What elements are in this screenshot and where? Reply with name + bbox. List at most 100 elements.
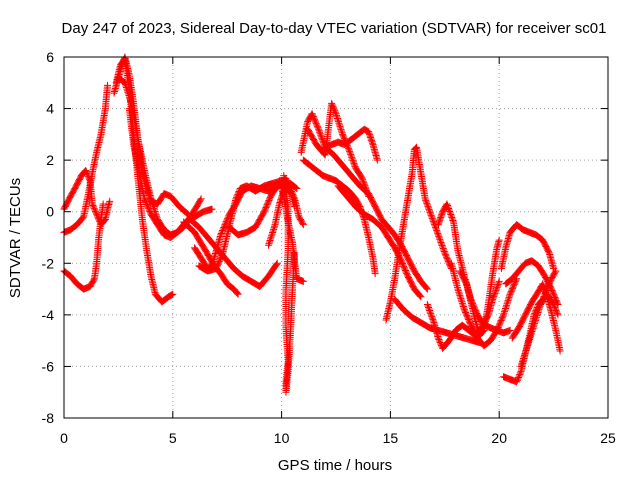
data-point [531,318,539,326]
data-point [121,80,129,88]
data-point [316,128,324,136]
data-point [446,209,454,217]
data-point [523,342,531,350]
data-point [267,235,275,243]
data-point [269,227,277,235]
data-point [169,290,177,298]
data-point [91,206,99,214]
data-point [233,289,241,297]
data-point [517,362,525,370]
data-point [232,195,240,203]
chart-title: Day 247 of 2023, Sidereal Day-to-day VTE… [62,20,607,37]
data-point [150,203,158,211]
series-sat-z [456,236,503,339]
data-point [532,316,540,324]
data-point [270,224,278,232]
data-point [333,113,341,121]
data-point [553,308,561,316]
data-point [90,276,98,284]
data-point [530,321,538,329]
y-tick-label: -4 [42,307,55,323]
data-point [125,91,133,99]
data-point [423,284,431,292]
data-point [217,229,225,237]
data-point [349,156,357,164]
series-sat-q [304,99,373,200]
data-point [315,125,323,133]
data-point [437,238,445,246]
data-point [546,278,554,286]
data-point [522,345,530,353]
data-point [552,306,560,314]
data-point [314,124,322,132]
data-point [348,153,356,161]
data-point [435,336,443,344]
data-point [519,354,527,362]
x-tick-label: 5 [169,430,177,446]
data-point [147,195,155,203]
data-point [316,130,324,138]
data-point [436,237,444,245]
data-point [127,98,135,106]
data-point [525,337,533,345]
data-point [125,93,133,101]
data-point [425,305,433,313]
data-point [504,297,512,305]
data-point [545,248,553,256]
data-point [148,198,156,206]
data-point [423,201,431,209]
data-point [489,294,497,302]
data-point [438,241,446,249]
data-point [434,231,442,239]
data-point [334,114,342,122]
series-sat-c [60,200,107,293]
data-point [440,246,448,254]
series-sat-aa [497,221,558,272]
data-point [293,185,301,193]
data-point [523,343,531,351]
x-tick-label: 0 [60,430,68,446]
data-point [454,285,462,293]
data-point [551,305,559,313]
data-point [438,240,446,248]
data-point [462,279,470,287]
data-point [544,282,552,290]
data-point [82,166,90,174]
data-point [501,306,509,314]
data-point [270,225,278,233]
data-point [520,351,528,359]
data-point [334,116,342,124]
data-point [424,204,432,212]
data-point [448,214,456,222]
data-point [518,359,526,367]
data-point [536,304,544,312]
data-point [371,270,379,278]
y-tick-label: -2 [42,255,55,271]
data-point [546,279,554,287]
data-point [545,281,553,289]
data-point [440,247,448,255]
data-point [359,177,367,185]
data-point [429,316,437,324]
data-point [459,301,467,309]
data-point [494,280,502,288]
data-point [360,179,368,187]
data-point [527,331,535,339]
data-point [435,232,443,240]
data-point [457,295,465,303]
data-point [348,155,356,163]
data-point [299,277,307,285]
data-point [447,211,455,219]
data-point [505,295,513,303]
data-point [492,285,500,293]
data-point [429,217,437,225]
data-point [89,201,97,209]
data-point [422,196,430,204]
data-point [556,347,564,355]
data-point [505,293,513,301]
series-sat-e [112,56,177,306]
data-point [182,209,190,217]
data-point [328,99,336,107]
series-sat-b [60,81,112,236]
data-point [167,291,175,299]
